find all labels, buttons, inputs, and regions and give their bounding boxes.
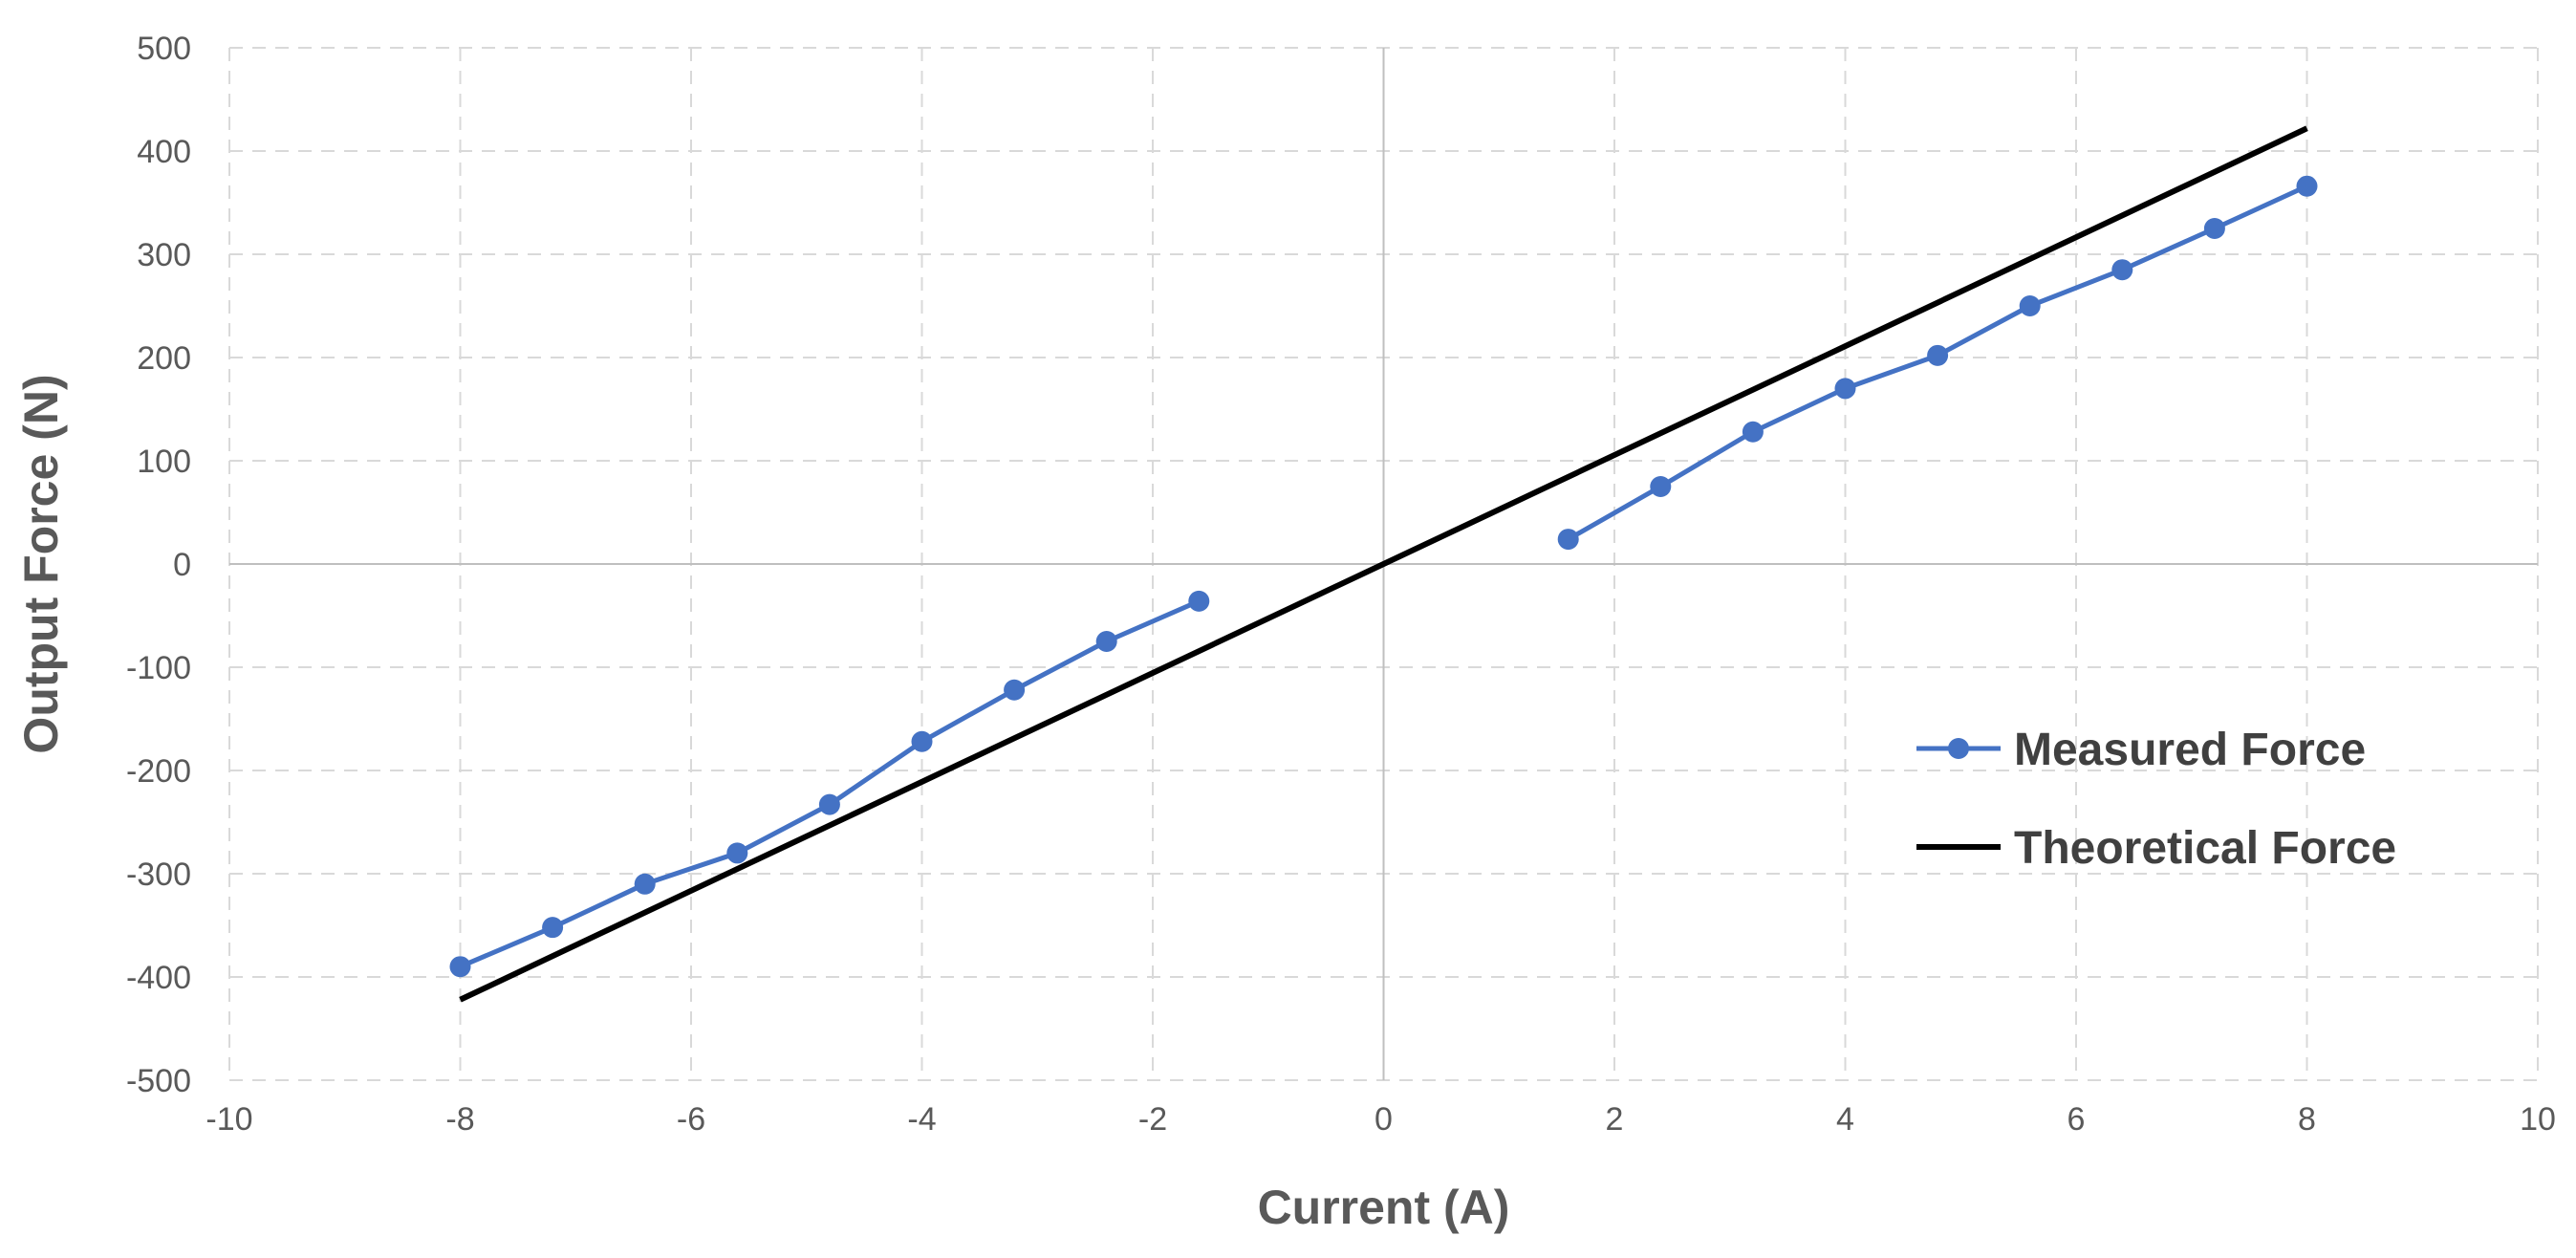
x-tick-label: 4 [1836,1101,1854,1138]
y-tick-label: -400 [126,960,191,996]
measured-force-point [1557,529,1579,551]
y-tick-label: 400 [137,134,191,170]
measured-force-point [2111,259,2133,281]
measured-force-point [1927,344,1949,366]
y-tick-label: -100 [126,650,191,686]
y-tick-label: 500 [137,31,191,67]
measured-force-point [542,917,564,939]
measured-force-point [1095,631,1117,652]
y-tick-label: 200 [137,340,191,377]
measured-force-line [459,598,1201,969]
tick-labels: -500-400-300-200-1000100200300400500-10-… [126,31,2556,1138]
legend: Measured Force Theoretical Force [1916,725,2396,874]
measured-force-point [1004,679,1026,701]
theoretical-force-line [459,125,2308,1003]
y-tick-label: 0 [173,547,191,583]
x-tick-label: -6 [677,1101,705,1138]
measured-force-point [911,730,933,752]
y-tick-label: -500 [126,1063,191,1099]
measured-force-point [818,793,840,815]
measured-force-point [1742,421,1764,443]
measured-force-point [2296,175,2318,197]
x-axis-title: Current (A) [1258,1181,1510,1234]
x-tick-label: -4 [907,1101,936,1138]
measured-force-point [1650,476,1672,497]
x-tick-label: 0 [1375,1101,1393,1138]
y-tick-label: 100 [137,444,191,480]
y-tick-label: -200 [126,753,191,790]
x-tick-label: -2 [1138,1101,1167,1138]
x-tick-label: 6 [2067,1101,2086,1138]
measured-force-point [726,842,748,864]
y-tick-label: -300 [126,857,191,893]
legend-label-measured-force: Measured Force [2014,725,2366,775]
measured-force-point [1188,590,1210,612]
legend-label-theoretical-force: Theoretical Force [2014,823,2396,874]
measured-force-point [449,956,471,978]
x-tick-label: 8 [2298,1101,2316,1138]
y-axis-title: Output Force (N) [14,374,68,753]
legend-marker-measured-force [1948,738,1969,759]
measured-force-point [2019,295,2041,316]
y-tick-label: 300 [137,237,191,273]
measured-force-point [2203,218,2225,239]
x-tick-label: -10 [206,1101,252,1138]
x-tick-label: -8 [445,1101,474,1138]
measured-force-point [634,873,656,895]
x-tick-label: 10 [2520,1101,2556,1138]
series [449,125,2318,1003]
x-tick-label: 2 [1606,1101,1624,1138]
measured-force-point [1834,378,1856,400]
